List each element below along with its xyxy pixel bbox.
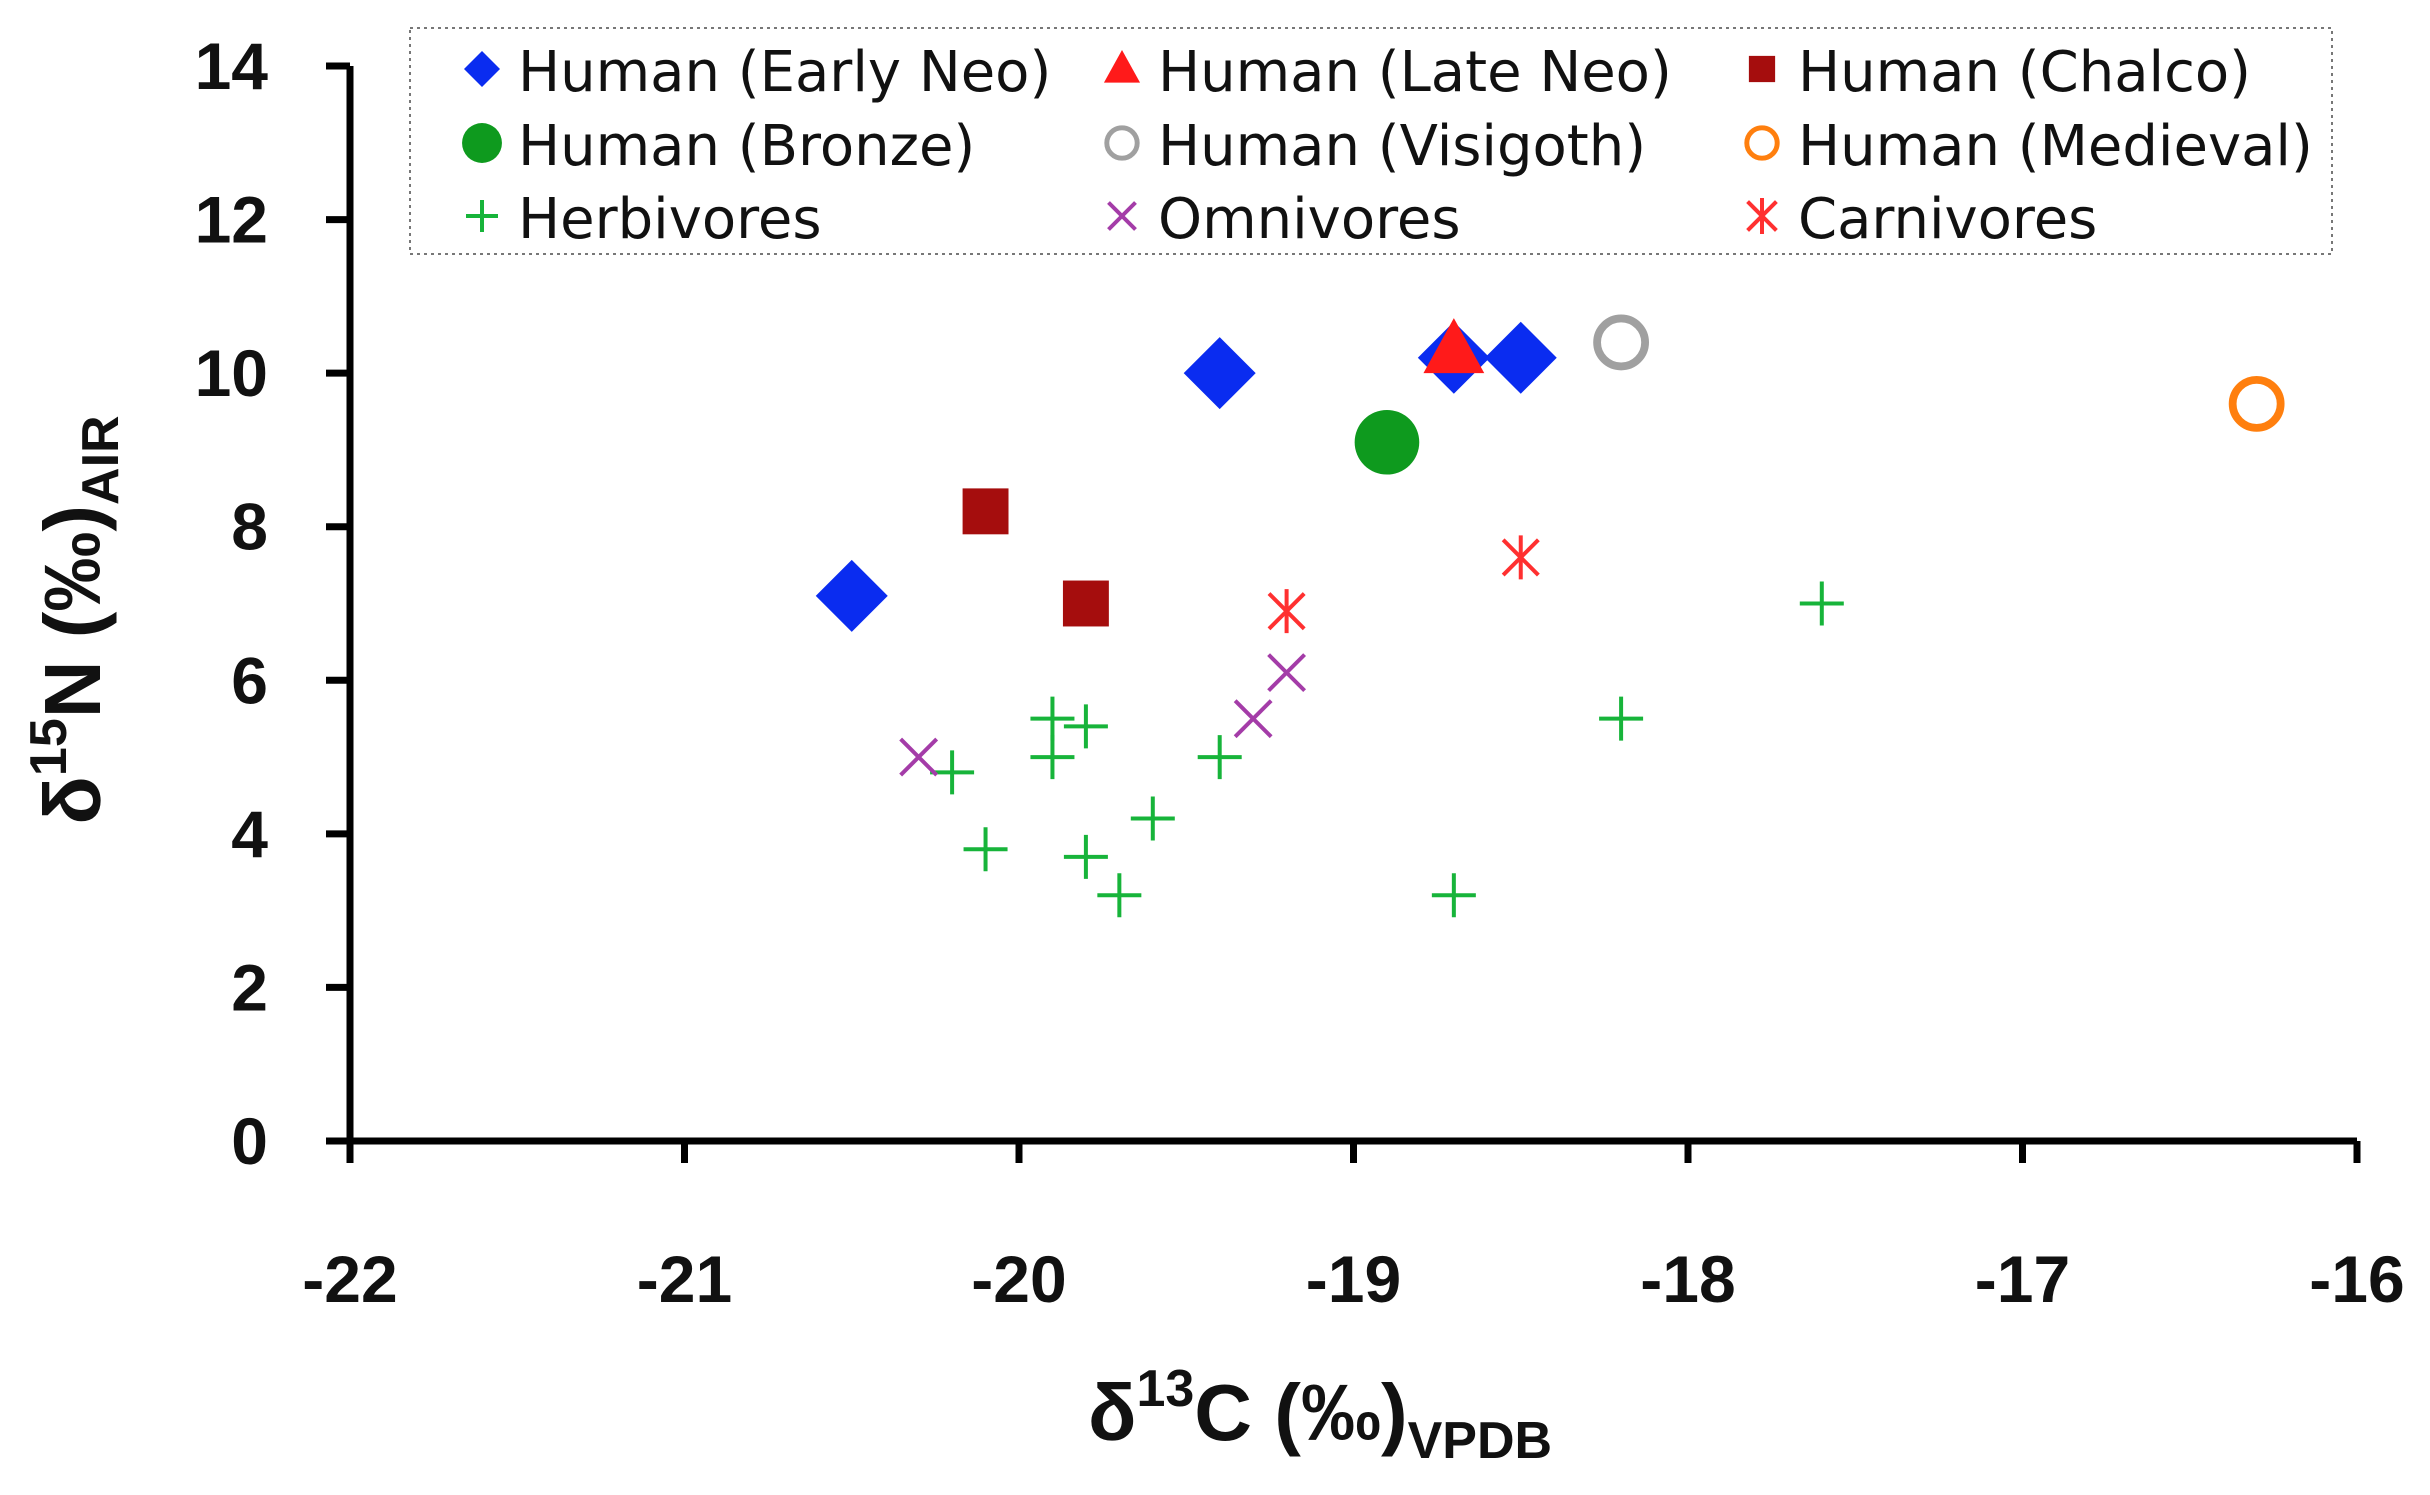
legend-marker-carnivores <box>1746 198 1778 234</box>
legend-label-human-early-neo: Human (Early Neo) <box>518 40 1051 105</box>
point-human-bronze <box>1354 409 1420 475</box>
point-herbivores <box>1197 735 1242 780</box>
legend-marker-omnivores <box>1107 201 1137 231</box>
data-points <box>815 314 2285 918</box>
legend-marker-human-chalco <box>1748 55 1776 83</box>
legend-marker-human-medieval <box>1744 125 1780 161</box>
legend-label-human-chalco: Human (Chalco) <box>1798 40 2251 105</box>
point-carnivores <box>1267 589 1306 634</box>
legend-label-herbivores: Herbivores <box>518 187 822 252</box>
point-human-early-neo <box>815 559 888 632</box>
x-tick-label: -16 <box>2309 1242 2404 1316</box>
legend-label-carnivores: Carnivores <box>1798 187 2097 252</box>
legend-marker-human-early-neo <box>464 51 500 87</box>
point-herbivores <box>1599 696 1644 741</box>
legend-box <box>409 27 2333 255</box>
legend-marker-herbivores <box>466 200 498 232</box>
point-human-late-neo <box>1423 318 1485 374</box>
point-omnivores <box>1233 699 1273 739</box>
legend-label-human-bronze: Human (Bronze) <box>518 114 975 179</box>
point-human-chalco <box>962 488 1009 535</box>
y-tick-label: 12 <box>195 183 268 257</box>
point-herbivores <box>1030 696 1075 741</box>
legend-label-human-late-neo: Human (Late Neo) <box>1158 40 1672 105</box>
y-tick-label: 14 <box>195 29 269 103</box>
point-human-early-neo <box>1484 321 1557 394</box>
point-herbivores <box>1799 581 1844 626</box>
point-herbivores <box>1130 796 1175 841</box>
point-herbivores <box>963 827 1008 872</box>
y-tick-label: 6 <box>231 643 268 717</box>
x-tick-label: -18 <box>1640 1242 1735 1316</box>
x-axis-label: δ13C (‰)VPDB <box>1088 1360 1552 1470</box>
ticks: -22 -21 -20 -19 -18 -17 -16 0 2 4 6 8 10 12 14 <box>195 29 2405 1316</box>
legend: Human (Early Neo) Human (Late Neo) Human (… <box>409 27 2333 255</box>
x-tick-label: -21 <box>637 1242 732 1316</box>
point-omnivores <box>1267 653 1307 693</box>
legend-label-human-visigoth: Human (Visigoth) <box>1158 114 1646 179</box>
legend-label-human-medieval: Human (Medieval) <box>1798 114 2313 179</box>
y-tick-label: 8 <box>231 490 268 564</box>
point-herbivores <box>1063 704 1108 749</box>
point-herbivores <box>930 750 975 795</box>
y-tick-label: 10 <box>195 336 268 410</box>
legend-label-omnivores: Omnivores <box>1158 187 1461 252</box>
point-herbivores <box>1431 873 1476 918</box>
point-human-chalco <box>1062 580 1109 627</box>
point-herbivores <box>1097 873 1142 918</box>
x-tick-label: -19 <box>1306 1242 1401 1316</box>
legend-marker-human-late-neo <box>1103 50 1141 83</box>
x-tick-label: -22 <box>302 1242 397 1316</box>
point-human-visigoth <box>1593 314 1649 371</box>
y-tick-label: 0 <box>231 1104 268 1178</box>
x-tick-label: -17 <box>1975 1242 2070 1316</box>
y-tick-label: 2 <box>231 950 268 1024</box>
legend-marker-human-visigoth <box>1104 125 1140 161</box>
point-omnivores <box>899 737 939 777</box>
point-carnivores <box>1501 535 1540 580</box>
point-human-medieval <box>2228 375 2285 432</box>
point-herbivores <box>1030 735 1075 780</box>
point-herbivores <box>1063 834 1108 879</box>
legend-marker-human-bronze <box>462 123 502 163</box>
point-human-early-neo <box>1183 337 1256 410</box>
x-tick-label: -20 <box>971 1242 1066 1316</box>
y-axis-label: δ15N (‰)AIR <box>20 415 130 824</box>
y-tick-label: 4 <box>231 797 268 871</box>
